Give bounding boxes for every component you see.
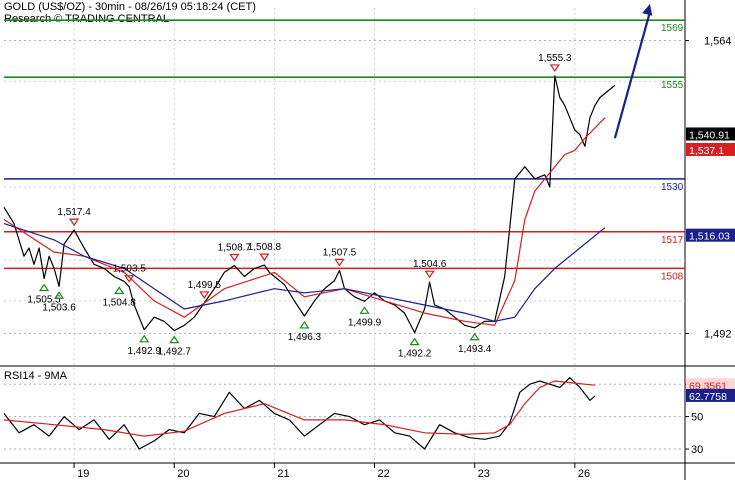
pivot-high-marker — [229, 253, 240, 262]
rsi-title: RSI14 - 9MA — [4, 370, 68, 382]
level-label: 1569 — [661, 23, 684, 34]
pivot-high-marker — [124, 275, 135, 283]
chart-title: GOLD (US$/OZ) - 30min - 08/26/19 05:18:2… — [4, 1, 256, 13]
rsi-badge-bg — [686, 378, 735, 392]
price-badge-bg — [686, 142, 735, 156]
time-tick-label: 23 — [478, 468, 490, 480]
pivot-high-marker — [334, 258, 345, 267]
level-label: 1530 — [661, 182, 684, 193]
pivot-low-label: 1,503.6 — [42, 302, 76, 313]
pivot-low-label: 1,496.3 — [288, 332, 322, 343]
pivot-high-marker — [549, 64, 560, 73]
pivot-high-label: 1,507.5 — [323, 247, 357, 258]
pivot-low-marker — [53, 291, 65, 299]
fast-ma-line — [3, 117, 606, 326]
rsi-badge: 62.7758 — [689, 391, 727, 403]
pivot-low-label: 1,499.9 — [348, 317, 382, 328]
time-tick-label: 26 — [578, 468, 590, 480]
chart-source: Research © TRADING CENTRAL — [4, 13, 169, 25]
pivot-low-marker — [469, 332, 480, 341]
pivot-low-marker — [359, 306, 370, 314]
pivot-low-marker — [38, 283, 50, 292]
time-tick-label: 22 — [378, 468, 390, 480]
price-badge: 1,540.91 — [689, 129, 730, 141]
price-tick-label: 1,492 — [704, 328, 732, 340]
pivot-low-marker — [299, 320, 310, 329]
rsi-ma-line — [3, 380, 595, 437]
price-badge: 1,537.1 — [689, 145, 724, 157]
pivot-low-label: 1,492.2 — [398, 349, 432, 360]
pivot-low-marker — [139, 334, 150, 343]
time-tick-label: 20 — [177, 468, 189, 480]
pivot-low-marker — [169, 335, 180, 344]
pivot-high-label: 1,517.4 — [57, 207, 91, 218]
pivot-low-label: 1,492.7 — [158, 347, 192, 358]
pivot-high-label: 1,508.7 — [218, 243, 252, 254]
time-tick-label: 19 — [77, 468, 89, 480]
pivot-high-marker — [68, 218, 80, 227]
rsi-line — [3, 377, 596, 450]
projection-arrow-shaft — [613, 11, 652, 139]
pivot-high-marker — [259, 253, 270, 262]
rsi-tick-label: 50 — [691, 412, 703, 424]
pivot-low-label: 1,492.9 — [128, 346, 162, 357]
rsi-badge-bg — [686, 388, 735, 402]
price-badge-bg — [686, 127, 735, 141]
pivot-low-label: 1,493.4 — [458, 344, 492, 355]
price-badge: 1,516.03 — [689, 231, 730, 243]
pivot-high-label: 1,503.5 — [112, 264, 146, 275]
pivot-high-label: 1,555.3 — [538, 53, 572, 64]
pivot-low-marker — [409, 337, 420, 346]
rsi-tick-label: 30 — [691, 444, 703, 456]
projection-arrow-head — [642, 3, 653, 16]
price-tick-label: 1,564 — [704, 36, 732, 48]
pivot-high-label: 1,499.5 — [188, 280, 222, 291]
price-line — [3, 75, 616, 334]
level-label: 1517 — [661, 235, 684, 246]
level-label: 1508 — [661, 271, 684, 282]
pivot-low-label: 1,504.8 — [102, 297, 136, 308]
level-label: 1555 — [661, 80, 684, 91]
pivot-high-label: 1,508.8 — [248, 242, 282, 253]
pivot-low-marker — [114, 286, 125, 294]
pivot-low-label: 1,505.5 — [27, 295, 61, 306]
pivot-high-marker — [199, 291, 210, 300]
time-tick-label: 21 — [277, 468, 289, 480]
pivot-high-marker — [424, 270, 435, 279]
slow-ma-line — [3, 223, 606, 322]
price-badge-bg — [686, 228, 735, 242]
pivot-high-label: 1,504.6 — [413, 259, 447, 270]
